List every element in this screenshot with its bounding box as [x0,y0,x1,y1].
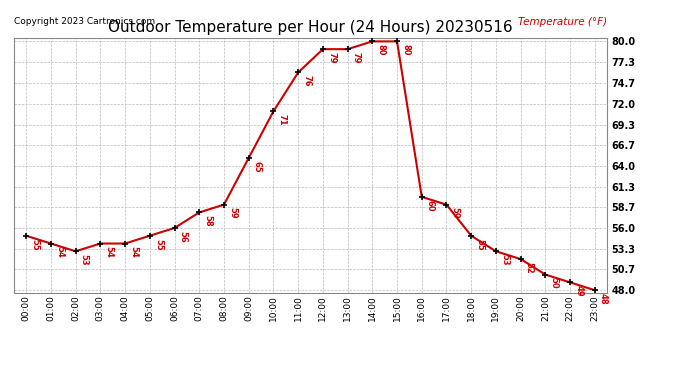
Text: 76: 76 [302,75,311,87]
Text: 54: 54 [104,246,113,258]
Text: 55: 55 [475,238,484,250]
Text: 54: 54 [55,246,64,258]
Text: 50: 50 [549,278,558,289]
Text: 80: 80 [377,44,386,56]
Text: 49: 49 [574,285,583,297]
Text: 79: 79 [352,52,361,63]
Text: Temperature (°F): Temperature (°F) [518,17,607,27]
Text: 80: 80 [401,44,410,56]
Text: 59: 59 [228,207,237,219]
Text: 53: 53 [500,254,509,266]
Text: 56: 56 [179,231,188,243]
Text: 65: 65 [253,161,262,172]
Text: 55: 55 [154,238,163,250]
Text: 79: 79 [327,52,336,63]
Title: Outdoor Temperature per Hour (24 Hours) 20230516: Outdoor Temperature per Hour (24 Hours) … [108,20,513,35]
Text: 53: 53 [80,254,89,266]
Text: 58: 58 [204,215,213,227]
Text: 52: 52 [525,262,534,274]
Text: 54: 54 [129,246,138,258]
Text: 59: 59 [451,207,460,219]
Text: 71: 71 [277,114,286,126]
Text: Copyright 2023 Cartronics.com: Copyright 2023 Cartronics.com [14,17,155,26]
Text: 48: 48 [599,293,608,304]
Text: 60: 60 [426,200,435,211]
Text: 55: 55 [30,238,39,250]
